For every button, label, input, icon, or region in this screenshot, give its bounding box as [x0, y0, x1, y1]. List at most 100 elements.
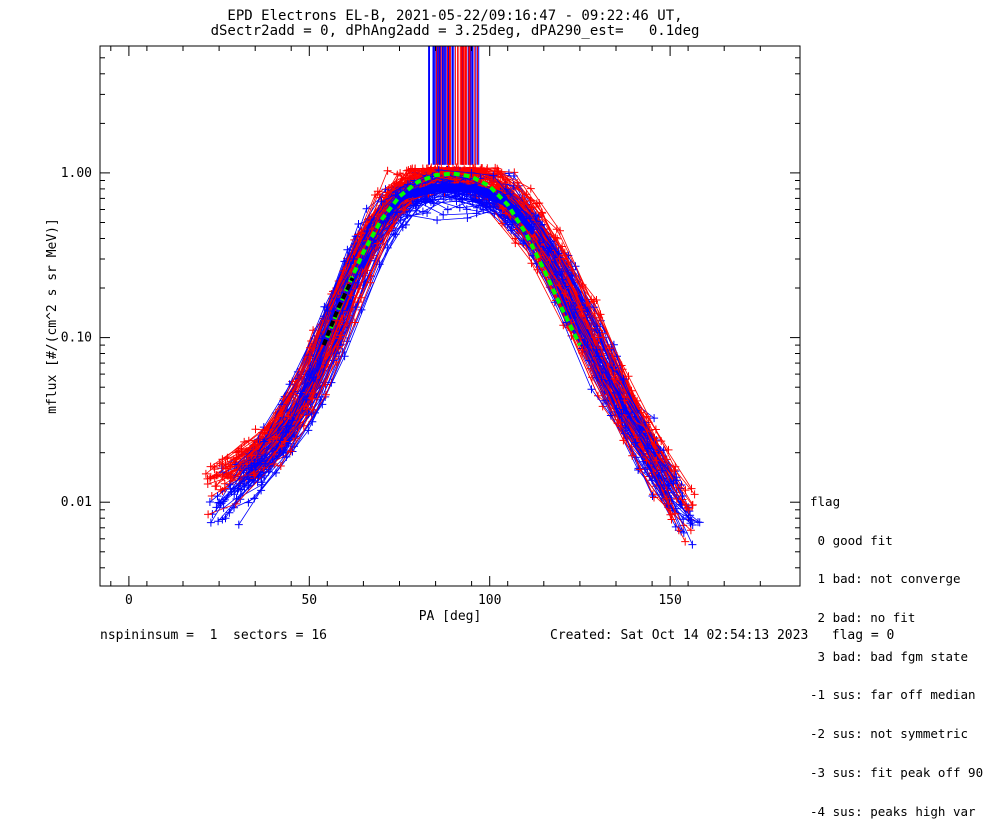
- chart-traces: [201, 46, 704, 549]
- trace-line: [212, 187, 690, 515]
- legend-entry: -2 sus: not symmetric: [810, 726, 969, 742]
- trace-line: [253, 167, 669, 479]
- trace-marker: [383, 243, 392, 252]
- trace-marker: [366, 278, 375, 287]
- trace-marker: [557, 267, 566, 276]
- trace-marker: [664, 445, 673, 454]
- trace-line: [242, 171, 666, 470]
- trace-line: [238, 171, 681, 489]
- trace-marker: [578, 280, 587, 289]
- trace-marker: [589, 303, 598, 312]
- trace-marker: [286, 447, 295, 456]
- trace-marker: [323, 307, 332, 315]
- trace-marker: [391, 230, 400, 239]
- y-tick-label: 0.10: [61, 331, 92, 346]
- trace-marker: [452, 197, 461, 206]
- trace-marker: [636, 465, 645, 474]
- trace-marker: [686, 526, 695, 535]
- trace-marker: [468, 167, 477, 176]
- trace-marker: [373, 239, 382, 248]
- trace-marker: [556, 226, 564, 235]
- trace-marker: [545, 256, 554, 265]
- trace-line: [232, 180, 683, 500]
- trace-marker: [594, 333, 603, 342]
- trace-marker: [249, 477, 258, 485]
- trace-marker: [357, 305, 366, 314]
- trace-marker: [303, 404, 312, 413]
- trace-marker: [304, 426, 313, 435]
- trace-line: [226, 182, 692, 531]
- trace-line: [217, 192, 664, 522]
- legend-entry: 3 bad: bad fgm state: [810, 648, 969, 664]
- legend-entry: 0 good fit: [810, 532, 893, 548]
- trace-marker: [598, 402, 607, 411]
- y-tick-label: 1.00: [61, 166, 92, 181]
- trace-marker: [434, 166, 443, 174]
- trace-marker: [553, 234, 562, 243]
- trace-marker: [287, 421, 295, 430]
- trace-marker: [593, 322, 601, 331]
- trace-line: [222, 178, 694, 526]
- trace-marker: [488, 178, 497, 187]
- trace-marker: [628, 451, 637, 460]
- trace-marker: [383, 166, 392, 175]
- trace-marker: [423, 209, 432, 217]
- trace-marker: [526, 196, 535, 205]
- trace-marker: [357, 229, 366, 238]
- y-axis-label: mflux [#/(cm^2 s sr MeV)]: [45, 218, 60, 414]
- trace-marker: [633, 396, 642, 405]
- trace-marker: [571, 305, 580, 314]
- trace-marker: [354, 230, 363, 239]
- x-axis-label: PA [deg]: [419, 609, 482, 624]
- trace-marker: [305, 352, 314, 361]
- trace-marker: [686, 519, 695, 528]
- trace-line: [238, 206, 669, 525]
- trace-marker: [240, 464, 249, 473]
- trace-marker: [352, 270, 361, 279]
- trace-marker: [644, 444, 652, 453]
- fit-curve-black: [321, 277, 355, 346]
- trace-marker: [439, 210, 448, 219]
- trace-marker: [547, 244, 556, 253]
- trace-marker: [664, 499, 673, 508]
- trace-marker: [261, 459, 270, 468]
- trace-marker: [257, 478, 266, 487]
- trace-marker: [244, 475, 253, 484]
- trace-marker: [428, 196, 437, 204]
- y-tick-label: 0.01: [61, 495, 92, 510]
- trace-marker: [658, 466, 667, 475]
- trace-marker: [555, 254, 564, 263]
- trace-marker: [218, 472, 227, 481]
- x-tick-label: 50: [301, 593, 317, 608]
- trace-marker: [309, 374, 318, 382]
- trace-marker: [648, 492, 657, 500]
- trace-line: [224, 169, 675, 489]
- trace-line: [237, 171, 687, 506]
- trace-marker: [401, 220, 410, 229]
- trace-marker: [396, 169, 405, 178]
- trace-marker: [393, 208, 402, 217]
- chart-fits: [321, 171, 582, 346]
- trace-marker: [526, 184, 535, 193]
- trace-marker: [426, 165, 435, 174]
- trace-marker: [418, 207, 427, 216]
- trace-marker: [404, 166, 413, 175]
- trace-marker: [260, 437, 269, 446]
- trace-marker: [648, 476, 657, 485]
- trace-marker: [230, 490, 239, 499]
- trace-marker: [532, 199, 541, 208]
- trace-marker: [617, 409, 626, 418]
- trace-marker: [216, 485, 225, 494]
- trace-marker: [205, 498, 214, 506]
- trace-marker: [687, 484, 696, 493]
- trace-marker: [429, 199, 438, 208]
- trace-marker: [688, 540, 697, 549]
- trace-marker: [336, 331, 345, 340]
- trace-marker: [631, 438, 640, 447]
- trace-line: [244, 169, 674, 484]
- trace-marker: [509, 182, 518, 190]
- trace-marker: [671, 522, 680, 531]
- trace-marker: [616, 418, 625, 427]
- trace-line: [217, 171, 692, 522]
- trace-marker: [308, 405, 317, 414]
